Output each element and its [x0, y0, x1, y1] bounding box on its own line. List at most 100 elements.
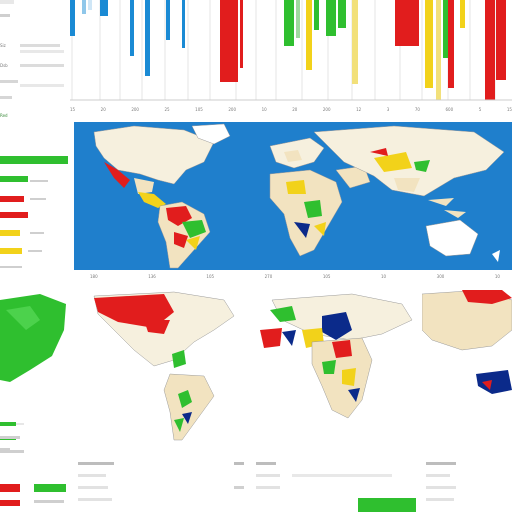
table-line	[256, 462, 276, 465]
left-line	[30, 180, 48, 182]
bottom-panel-africa[interactable]	[252, 290, 420, 454]
tick-label: 200	[322, 107, 331, 112]
bar-green-5	[338, 0, 346, 28]
left-bar-yellow	[0, 248, 22, 254]
map-tick-row: 180 136 105 270 105 10 300 10	[90, 275, 500, 279]
legend-line	[0, 436, 20, 439]
left-top-swatch	[0, 14, 10, 17]
table-line	[292, 474, 392, 477]
bottom-panel-americas[interactable]	[74, 290, 250, 454]
left-panel-label: Red	[0, 113, 8, 118]
table-line	[426, 486, 456, 489]
tick-label: 105	[195, 107, 203, 112]
table-line	[256, 486, 280, 489]
left-line	[20, 64, 64, 67]
top-tick-row: 15 20 200 25 105 200 10 20 200 12 3 70 6…	[70, 108, 512, 112]
bar-red-3	[395, 0, 419, 46]
bar-green-3	[314, 0, 319, 30]
tick-label: 20	[100, 107, 106, 112]
bar-yellow-1	[306, 0, 312, 70]
table-line	[426, 498, 454, 501]
world-map-main[interactable]	[74, 122, 512, 270]
bar-green-6	[443, 0, 449, 58]
bar-blue-7	[166, 0, 170, 40]
bottom-left-legend	[0, 420, 70, 512]
table-line	[234, 486, 244, 489]
table-line	[426, 474, 450, 477]
bar-red-1	[220, 0, 238, 82]
tick-label: 10	[494, 274, 500, 279]
table-line	[426, 462, 456, 465]
left-bar-yellow	[0, 230, 20, 236]
tick-label: 600	[445, 107, 454, 112]
world-map-icon	[93, 291, 235, 441]
left-line	[0, 266, 22, 268]
bar-red-5	[485, 0, 495, 100]
tick-label: 20	[292, 107, 298, 112]
tick-label: 15	[506, 107, 512, 112]
left-line	[0, 96, 12, 99]
tick-label: 5	[478, 107, 482, 112]
bar-red-4	[448, 0, 454, 88]
left-line	[28, 250, 42, 252]
tick-label: 70	[414, 107, 420, 112]
left-label-b: Dsb	[0, 63, 8, 68]
bar-blue-4	[100, 0, 108, 16]
tick-label: 300	[436, 274, 445, 279]
bar-yellow-3	[425, 0, 433, 88]
legend-bar-green	[34, 484, 66, 492]
bottom-panel-1[interactable]	[0, 290, 70, 512]
left-bar-green-small	[0, 176, 28, 182]
bar-blue-2	[82, 0, 86, 14]
tick-label: 200	[228, 107, 237, 112]
tick-label: 10	[381, 274, 387, 279]
left-line	[20, 50, 64, 53]
legend-line	[34, 500, 64, 503]
tick-label: 136	[148, 274, 156, 279]
left-line	[30, 232, 44, 234]
table-line	[78, 486, 108, 489]
table-line	[234, 462, 244, 465]
left-line	[0, 80, 18, 83]
bar-red-6	[496, 0, 506, 80]
tick-label: 10	[261, 107, 267, 112]
top-bar-chart	[70, 0, 512, 112]
legend-bar-red	[0, 484, 20, 492]
table-line	[78, 498, 112, 501]
left-line	[20, 44, 60, 47]
tick-label: 15	[70, 107, 76, 112]
left-bar-red	[0, 196, 24, 202]
tick-label: 105	[322, 274, 331, 279]
left-top-swatch	[0, 0, 14, 4]
tick-label: 12	[356, 107, 362, 112]
bar-green-1	[284, 0, 294, 46]
left-line	[20, 84, 64, 87]
bar-red-2	[240, 0, 243, 68]
left-label-a: Siz	[0, 43, 6, 48]
table-line	[256, 474, 280, 477]
bar-blue-1	[70, 0, 75, 36]
top-bar-chart-svg	[70, 0, 512, 101]
bar-green-4	[326, 0, 336, 36]
legend-line	[0, 450, 24, 453]
left-line	[30, 198, 46, 200]
world-map-icon	[93, 123, 505, 269]
bar-yellow-2	[352, 0, 358, 84]
tick-label: 200	[131, 107, 139, 112]
bottom-panel-asia[interactable]	[421, 289, 512, 454]
left-top-panel: Siz Dsb	[0, 0, 68, 112]
left-bar-panel: Red	[0, 112, 70, 282]
left-bar-red	[0, 212, 28, 218]
bar-blue-8	[182, 0, 185, 48]
legend-bar-red	[0, 500, 20, 506]
legend-bar-green	[0, 422, 16, 426]
table-line	[78, 474, 106, 477]
bottom-table-2	[252, 460, 420, 512]
world-map-icon	[260, 293, 413, 419]
left-bar-green	[0, 156, 68, 164]
bar-yellow-5	[460, 0, 465, 28]
table-green-bar	[358, 498, 416, 512]
bar-blue-6	[145, 0, 150, 76]
bottom-table-1	[74, 460, 250, 512]
tick-label: 270	[264, 274, 273, 279]
